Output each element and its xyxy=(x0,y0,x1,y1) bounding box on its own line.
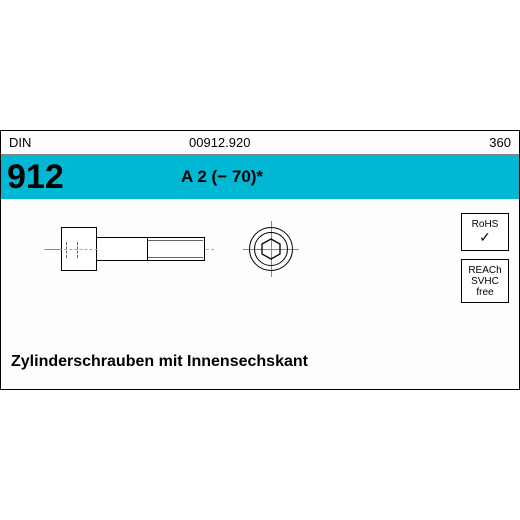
bolt-front-view xyxy=(249,227,293,271)
description-text: Zylinderschrauben mit Innensechskant xyxy=(11,353,308,371)
bolt-head xyxy=(61,227,97,271)
reach-line2: SVHC xyxy=(471,276,499,287)
ref-label: 360 xyxy=(439,135,519,150)
din-number: 912 xyxy=(1,158,181,197)
reach-line3: free xyxy=(476,287,493,298)
standard-label: DIN xyxy=(1,135,181,150)
bolt-thread xyxy=(147,238,203,260)
rohs-badge: RoHS ✓ xyxy=(461,213,509,251)
reach-badge: REACh SVHC free xyxy=(461,259,509,303)
header-row: DIN 00912.920 360 xyxy=(1,131,519,155)
diagram-area: RoHS ✓ REACh SVHC free xyxy=(1,199,519,329)
spec-card: DIN 00912.920 360 912 A 2 (− 70)* xyxy=(0,130,520,390)
check-icon: ✓ xyxy=(479,230,491,245)
reach-line1: REACh xyxy=(468,265,501,276)
hex-socket-icon xyxy=(260,238,282,260)
spec-row: 912 A 2 (− 70)* xyxy=(1,155,519,199)
code-label: 00912.920 xyxy=(181,135,439,150)
material-label: A 2 (− 70)* xyxy=(181,167,519,187)
